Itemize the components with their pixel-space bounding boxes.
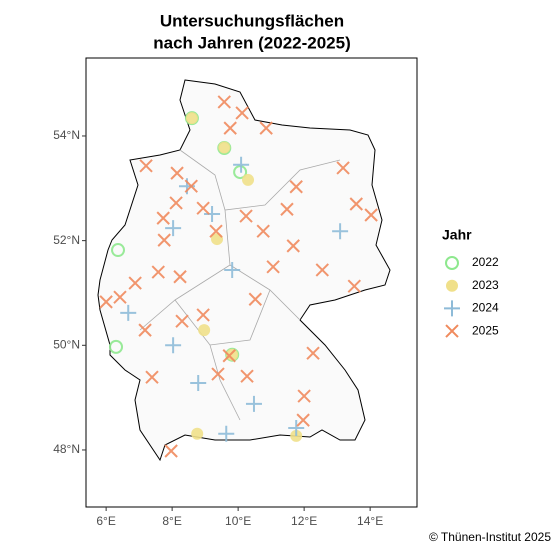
legend-label: 2022 bbox=[472, 255, 499, 269]
site-marker bbox=[157, 233, 171, 247]
site-marker bbox=[151, 265, 165, 279]
site-marker bbox=[218, 425, 235, 442]
chart-title: nach Jahren (2022-2025) bbox=[153, 33, 351, 52]
site-marker bbox=[222, 349, 236, 363]
site-marker bbox=[170, 166, 184, 180]
site-marker bbox=[256, 224, 270, 238]
site-marker bbox=[297, 389, 311, 403]
site-marker bbox=[191, 427, 204, 440]
site-marker bbox=[128, 276, 142, 290]
site-marker bbox=[156, 211, 170, 225]
site-marker bbox=[245, 395, 262, 412]
legend-symbol bbox=[445, 256, 459, 270]
site-marker bbox=[259, 121, 273, 135]
site-marker bbox=[240, 369, 254, 383]
site-marker bbox=[218, 141, 231, 154]
site-marker bbox=[233, 156, 250, 173]
site-marker bbox=[296, 413, 310, 427]
x-tick-label: 14°E bbox=[357, 514, 383, 528]
site-marker bbox=[211, 367, 225, 381]
site-marker bbox=[190, 374, 207, 391]
site-marker bbox=[209, 224, 223, 238]
site-marker bbox=[173, 270, 187, 284]
site-marker bbox=[286, 239, 300, 253]
site-marker bbox=[242, 173, 255, 186]
site-marker bbox=[280, 202, 294, 216]
site-marker bbox=[99, 295, 113, 309]
site-marker bbox=[248, 292, 263, 306]
chart-title: Untersuchungsflächen bbox=[160, 11, 344, 30]
site-marker bbox=[198, 324, 211, 337]
site-marker bbox=[204, 205, 221, 222]
y-tick-label: 48°N bbox=[53, 442, 80, 456]
site-marker bbox=[113, 290, 127, 304]
site-marker bbox=[165, 337, 182, 354]
site-marker bbox=[336, 161, 350, 175]
legend-symbol bbox=[444, 300, 460, 317]
site-marker bbox=[139, 159, 153, 173]
legend-title: Jahr bbox=[442, 227, 472, 243]
site-marker bbox=[164, 444, 178, 458]
site-marker bbox=[120, 304, 137, 321]
x-tick-label: 10°E bbox=[225, 514, 251, 528]
site-marker bbox=[223, 121, 237, 135]
x-tick-label: 12°E bbox=[291, 514, 317, 528]
site-marker bbox=[306, 346, 320, 360]
y-tick-label: 52°N bbox=[53, 233, 80, 247]
legend-label: 2023 bbox=[472, 278, 499, 292]
legend-label: 2024 bbox=[472, 301, 499, 315]
site-marker bbox=[196, 308, 210, 322]
legend-symbol bbox=[445, 324, 459, 338]
x-tick-label: 6°E bbox=[96, 514, 115, 528]
y-tick-label: 54°N bbox=[53, 128, 80, 142]
site-marker bbox=[347, 279, 362, 293]
site-marker bbox=[196, 201, 210, 215]
site-marker bbox=[145, 370, 159, 384]
site-marker bbox=[184, 179, 198, 193]
site-marker bbox=[185, 112, 198, 125]
site-marker bbox=[175, 314, 189, 328]
legend-label: 2025 bbox=[472, 323, 499, 337]
site-marker bbox=[364, 208, 378, 222]
caption: © Thünen-Institut 2025 bbox=[429, 530, 551, 544]
site-marker bbox=[239, 209, 253, 223]
site-marker bbox=[165, 220, 182, 237]
state-borders bbox=[139, 149, 341, 421]
legend-symbol bbox=[446, 279, 458, 292]
site-marker bbox=[266, 260, 280, 274]
site-marker bbox=[315, 263, 329, 277]
site-marker bbox=[138, 323, 152, 337]
site-marker bbox=[235, 106, 249, 120]
site-marker bbox=[224, 261, 241, 278]
country-outline bbox=[97, 79, 391, 462]
y-tick-label: 50°N bbox=[53, 337, 80, 351]
site-marker bbox=[109, 339, 124, 354]
site-marker bbox=[226, 348, 239, 361]
site-marker bbox=[289, 180, 303, 194]
site-marker bbox=[217, 95, 231, 109]
site-marker bbox=[288, 419, 305, 436]
x-tick-label: 8°E bbox=[162, 514, 181, 528]
site-marker bbox=[111, 243, 126, 258]
site-marker bbox=[169, 196, 183, 210]
site-marker bbox=[349, 197, 363, 211]
site-marker bbox=[332, 223, 349, 240]
